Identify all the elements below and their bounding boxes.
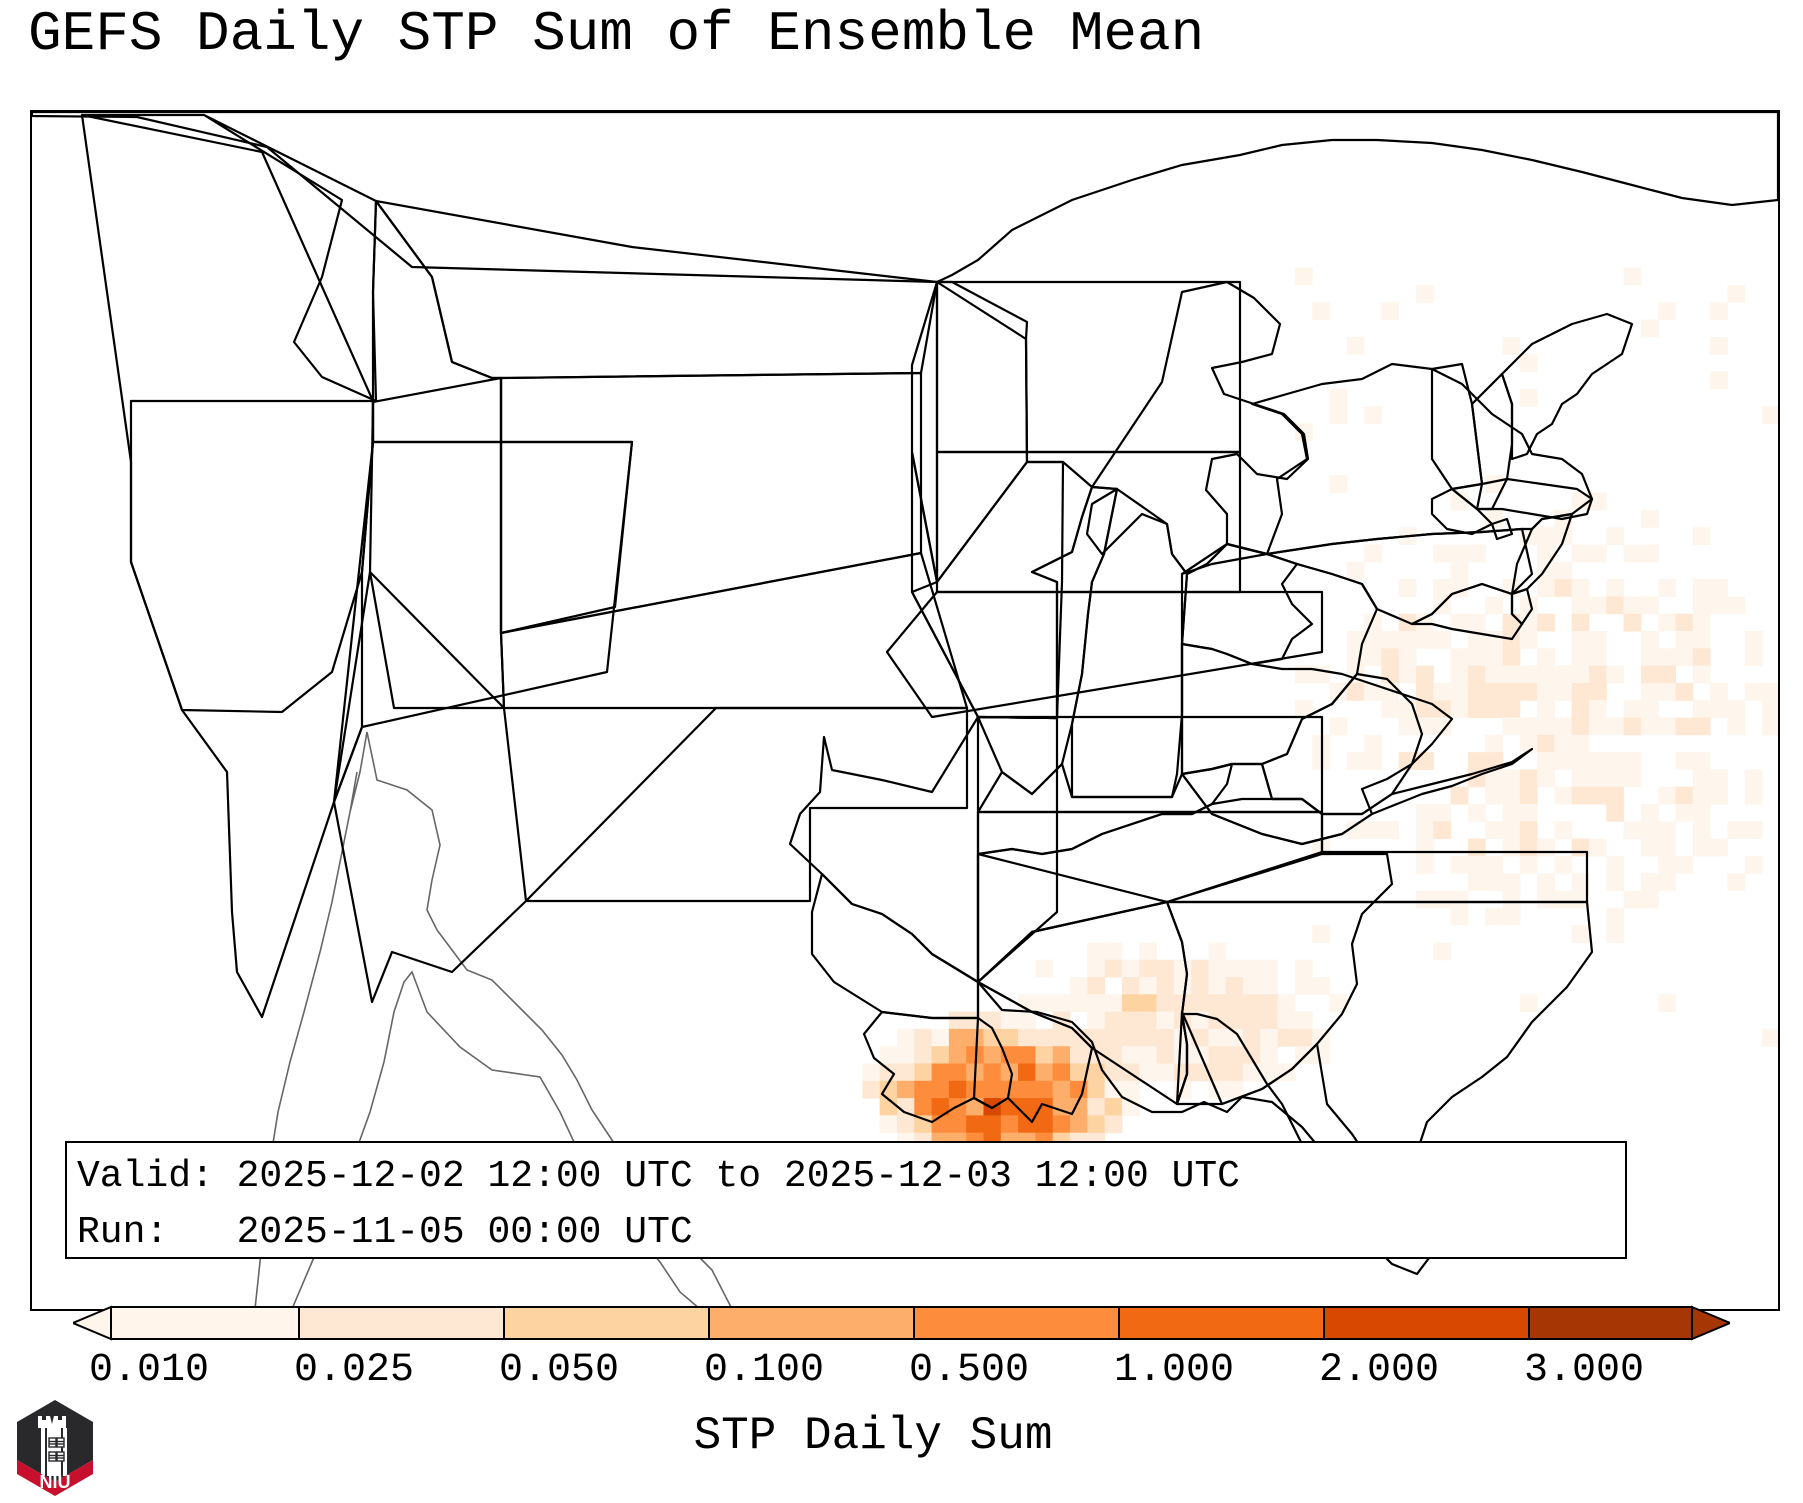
svg-text:NIU: NIU — [40, 1472, 71, 1492]
